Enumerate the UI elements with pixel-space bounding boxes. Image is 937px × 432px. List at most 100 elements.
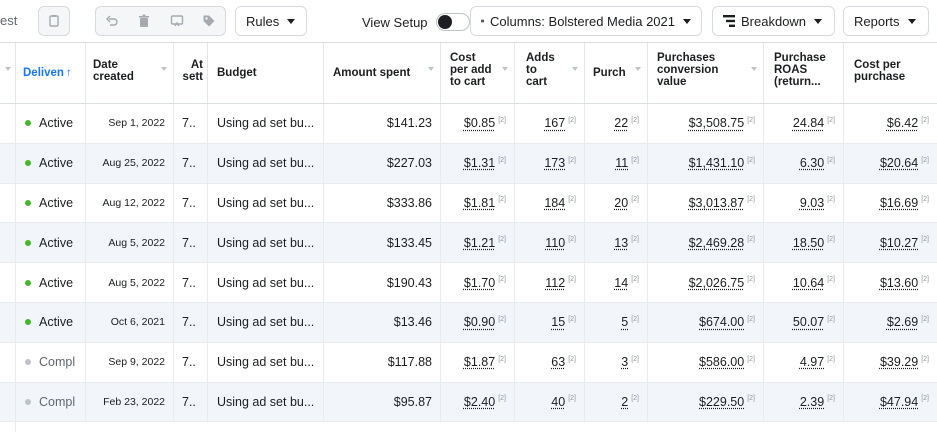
roas-value[interactable]: 2.39 (799, 394, 825, 409)
cpa-value[interactable]: $1.87 (463, 355, 496, 370)
breakdown-dropdown[interactable]: Breakdown (712, 6, 835, 36)
footnote-marker: [2] (631, 116, 639, 124)
header-cost-per-add[interactable]: Cost per add to cart (441, 43, 515, 103)
cell-name-partial[interactable] (0, 263, 16, 302)
purch-value[interactable]: 2 (621, 394, 629, 409)
cell-cost-per-add: $0.85 [2] (441, 104, 515, 143)
view-setup: View Setup (362, 13, 470, 31)
table-row[interactable]: Compl Sep 9, 2022 7.. Using ad set bu... $11… (0, 342, 937, 383)
preview-button[interactable] (161, 14, 193, 28)
cpa-value[interactable]: $1.31 (463, 156, 496, 171)
purch-value[interactable]: 11 (615, 156, 629, 171)
adds-value[interactable]: 112 (545, 275, 566, 290)
budget-text: Using ad set bu... (217, 156, 315, 171)
roas-value[interactable]: 9.03 (799, 195, 825, 210)
value-value[interactable]: $3,013.87 (688, 195, 745, 210)
cell-name-partial[interactable] (0, 104, 16, 143)
cell-name-partial[interactable] (0, 342, 16, 382)
value-value[interactable]: $2,469.28 (688, 235, 745, 250)
table-row[interactable]: Active Aug 12, 2022 7.. Using ad set bu... $… (0, 183, 937, 224)
purch-value[interactable]: 22 (614, 116, 629, 131)
roas-value[interactable]: 50.07 (792, 315, 825, 330)
purch-value[interactable]: 13 (614, 235, 629, 250)
columns-dropdown[interactable]: Columns: Bolstered Media 2021 (470, 6, 702, 36)
header-purchases-value[interactable]: Purchases conversion value (648, 43, 764, 103)
adds-value[interactable]: 40 (551, 394, 566, 409)
table-row[interactable]: Active Aug 5, 2022 7.. Using ad set bu... $1… (0, 223, 937, 264)
cell-date-created: Aug 12, 2022 (86, 183, 174, 223)
roas-value[interactable]: 4.97 (799, 355, 825, 370)
cpp-value[interactable]: $13.60 (879, 275, 919, 290)
purch-value[interactable]: 5 (621, 315, 629, 330)
table-row[interactable]: Active Sep 1, 2022 7.. Using ad set bu... $1… (0, 104, 937, 144)
duplicate-button[interactable] (38, 6, 70, 36)
budget-text: Using ad set bu... (217, 394, 315, 409)
cell-cost-per-add: $0.90 [2] (441, 302, 515, 342)
cell-name-partial[interactable] (0, 183, 16, 223)
adds-value[interactable]: 173 (544, 156, 566, 171)
cell-amount-spent: $133.45 (324, 223, 441, 263)
cpa-value[interactable]: $1.81 (463, 195, 496, 210)
cpp-value[interactable]: $47.94 (879, 394, 919, 409)
delete-button[interactable] (128, 14, 160, 28)
purch-value[interactable]: 14 (614, 275, 629, 290)
value-value[interactable]: $674.00 (699, 315, 745, 330)
adds-value[interactable]: 184 (544, 195, 566, 210)
roas-value[interactable]: 10.64 (792, 275, 825, 290)
adds-value[interactable]: 15 (551, 315, 566, 330)
cell-name-partial[interactable] (0, 382, 16, 422)
footnote-marker: [2] (921, 156, 929, 164)
header-amount-spent[interactable]: Amount spent (324, 43, 441, 103)
header-cost-per-purchase[interactable]: Cost per purchase (844, 43, 937, 103)
cpp-value[interactable]: $16.69 (879, 195, 919, 210)
attribution-setting: 7.. (182, 116, 196, 131)
toolbar-partial-label: est (0, 13, 18, 28)
cell-name-partial[interactable] (0, 302, 16, 342)
cell-delivery: Compl (16, 342, 86, 382)
rules-dropdown[interactable]: Rules (235, 6, 307, 36)
purch-value[interactable]: 20 (614, 195, 629, 210)
cpp-value[interactable]: $2.69 (886, 315, 919, 330)
header-adds-to-cart[interactable]: Adds to cart (515, 43, 585, 103)
roas-value[interactable]: 6.30 (799, 156, 825, 171)
cpa-value[interactable]: $0.90 (463, 315, 496, 330)
adds-value[interactable]: 63 (551, 355, 566, 370)
adds-value[interactable]: 167 (544, 116, 566, 131)
header-date-created[interactable]: Date created (86, 43, 174, 103)
table-row[interactable]: Active Aug 5, 2022 7.. Using ad set bu... $1… (0, 263, 937, 303)
cell-name-partial[interactable] (0, 223, 16, 263)
cpp-value[interactable]: $6.42 (886, 116, 919, 131)
table-row[interactable]: Active Aug 25, 2022 7.. Using ad set bu... $… (0, 143, 937, 184)
roas-value[interactable]: 18.50 (792, 235, 825, 250)
header-delivery[interactable]: Deliven ↑ (16, 43, 86, 103)
cpa-value[interactable]: $1.21 (463, 235, 496, 250)
header-name-partial[interactable] (0, 43, 16, 103)
reports-dropdown[interactable]: Reports (843, 6, 929, 36)
cpp-value[interactable]: $20.64 (879, 156, 919, 171)
adds-value[interactable]: 110 (545, 235, 566, 250)
footnote-marker: [2] (827, 355, 835, 363)
header-attribution[interactable]: At sett (174, 43, 208, 103)
cpa-value[interactable]: $2.40 (463, 394, 496, 409)
undo-button[interactable] (96, 14, 128, 28)
header-purchases[interactable]: Purch (585, 43, 648, 103)
cpp-value[interactable]: $10.27 (879, 235, 919, 250)
header-roas[interactable]: Purchase ROAS (return... (764, 43, 844, 103)
value-value[interactable]: $229.50 (699, 394, 745, 409)
header-budget[interactable]: Budget (208, 43, 324, 103)
cpa-value[interactable]: $0.85 (463, 116, 496, 131)
value-value[interactable]: $2,026.75 (688, 275, 745, 290)
tag-button[interactable] (193, 14, 225, 28)
roas-value[interactable]: 24.84 (792, 116, 825, 131)
cpa-value[interactable]: $1.70 (463, 275, 496, 290)
value-value[interactable]: $3,508.75 (688, 116, 745, 131)
cpp-value[interactable]: $39.29 (879, 355, 919, 370)
table-row[interactable]: Active Oct 6, 2021 7.. Using ad set bu... $1… (0, 302, 937, 343)
value-value[interactable]: $1,431.10 (688, 156, 745, 171)
cell-roas: 2.39 [2] (764, 382, 844, 422)
purch-value[interactable]: 3 (621, 355, 629, 370)
view-setup-toggle[interactable] (435, 13, 470, 31)
value-value[interactable]: $586.00 (699, 355, 745, 370)
table-row[interactable]: Compl Feb 23, 2022 7.. Using ad set bu... $9… (0, 382, 937, 423)
cell-name-partial[interactable] (0, 143, 16, 183)
